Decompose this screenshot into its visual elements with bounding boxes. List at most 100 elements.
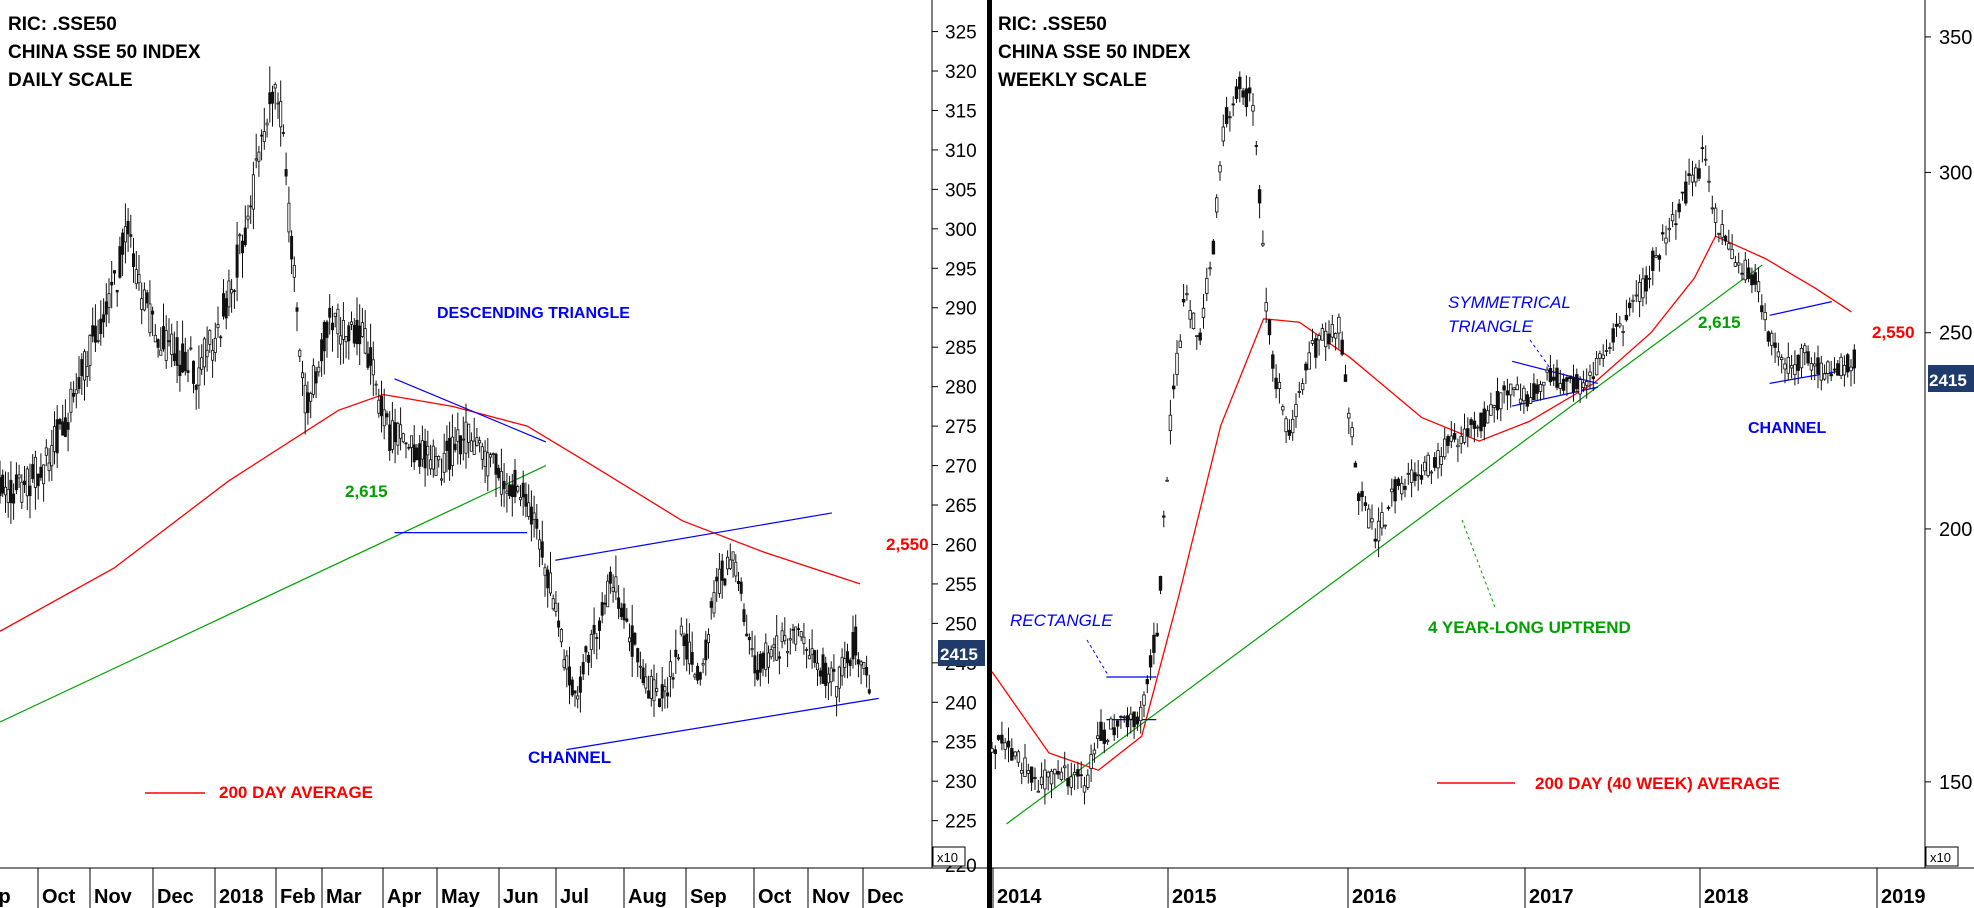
candle-body: [1667, 227, 1671, 231]
candle-body: [1261, 242, 1265, 246]
price-tick-label: 270: [945, 457, 977, 478]
candle-body: [568, 666, 572, 686]
candle-body: [472, 440, 476, 455]
candle-body: [314, 371, 318, 384]
candle-body: [1495, 390, 1500, 411]
candle-body: [1591, 376, 1595, 380]
weekly-time-axis: 2014 2015 2016 2017 2018 2019: [992, 868, 1926, 908]
candle-body: [461, 438, 465, 441]
candle-body: [783, 635, 787, 642]
candle-body: [767, 652, 771, 668]
rectangle-label: RECTANGLE: [1010, 611, 1113, 630]
price-tick-label: 265: [945, 496, 977, 517]
candle-body: [230, 289, 234, 294]
candle-body: [990, 748, 994, 753]
candle-body: [420, 440, 424, 460]
candle-body: [638, 665, 642, 668]
candle-body: [211, 349, 215, 361]
candle-body: [39, 466, 43, 478]
channel-upper-line: [1769, 301, 1832, 316]
candle-body: [1561, 378, 1566, 391]
candle-body: [862, 662, 866, 670]
candle-body: [693, 674, 697, 678]
daily-moving-average-layer: [0, 393, 861, 632]
candle-body: [243, 227, 247, 246]
candle-body: [80, 359, 84, 377]
candle-body: [131, 253, 135, 268]
candle-body: [816, 662, 820, 671]
price-tick-label: 315: [945, 101, 977, 122]
price-tick-label: 250: [945, 614, 977, 635]
time-tick-label: Jul: [560, 886, 589, 908]
candle-body: [1489, 404, 1493, 416]
candle-body: [1578, 379, 1582, 395]
candle-body: [1036, 790, 1040, 793]
candle-body: [1211, 240, 1216, 255]
candle-body: [1099, 721, 1103, 741]
candle-body: [521, 482, 525, 498]
candle-body: [1257, 189, 1262, 204]
candle-body: [385, 413, 389, 418]
candle-body: [170, 333, 174, 355]
candle-body: [159, 349, 163, 356]
candle-body: [1129, 713, 1133, 720]
candle-body: [1238, 76, 1242, 90]
weekly-scale-note: x10: [1930, 850, 1951, 865]
candle-body: [649, 675, 653, 699]
candle-body: [1555, 367, 1559, 388]
candle-body: [431, 445, 435, 470]
candle-body: [1201, 307, 1206, 318]
candle-body: [1373, 538, 1377, 542]
candle-body: [810, 648, 814, 655]
candle-body: [412, 444, 416, 463]
candle-body: [1248, 87, 1252, 94]
candle-body: [1443, 438, 1447, 458]
weekly-last-price-badge: [1928, 365, 1974, 392]
candle-body: [1433, 457, 1437, 468]
candle-body: [1, 474, 5, 494]
daily-time-axis: Sep Oct Nov Dec 2018 Feb Mar Apr May Jun Jul Aug Sep…: [0, 868, 904, 908]
candle-body: [824, 662, 828, 687]
candle-body: [543, 567, 547, 576]
candle-body: [663, 686, 667, 692]
candle-body: [1756, 281, 1761, 293]
candle-body: [93, 325, 97, 343]
candle-body: [1145, 679, 1149, 685]
candle-body: [557, 620, 561, 628]
candle-body: [429, 459, 433, 470]
candle-body: [358, 325, 362, 345]
candle-body: [456, 429, 460, 442]
candle-body: [423, 440, 427, 469]
daily-trendlines-layer: [0, 378, 879, 751]
candle-body: [151, 310, 155, 315]
candle-body: [115, 289, 119, 293]
candle-body: [1254, 145, 1258, 147]
candle-body: [1218, 165, 1222, 173]
candle-body: [1092, 749, 1097, 755]
candle-body: [197, 367, 201, 386]
weekly-price-axis: 150 200 250 300 350: [1925, 27, 1972, 794]
candle-body: [1376, 520, 1381, 542]
candle-body: [1350, 427, 1354, 438]
candle-body: [565, 655, 569, 670]
candle-body: [404, 442, 408, 445]
candle-body: [1426, 454, 1430, 476]
candle-body: [1479, 412, 1483, 432]
candle-body: [633, 632, 637, 645]
candle-body: [1502, 385, 1506, 391]
candle-body: [69, 388, 73, 413]
candle-body: [393, 422, 397, 443]
candle-body: [1386, 506, 1391, 509]
candle-body: [1806, 351, 1810, 364]
price-tick-label: 300: [1939, 162, 1972, 184]
price-tick-label: 255: [945, 575, 977, 596]
candle-body: [840, 656, 844, 677]
candle-body: [1026, 770, 1030, 774]
descending-triangle-upper-line: [394, 378, 547, 443]
candle-body: [625, 618, 629, 622]
candle-body: [1753, 272, 1757, 285]
candle-body: [1191, 312, 1196, 330]
price-tick-label: 285: [945, 338, 977, 359]
candle-body: [750, 648, 754, 651]
candle-body: [1162, 515, 1166, 518]
